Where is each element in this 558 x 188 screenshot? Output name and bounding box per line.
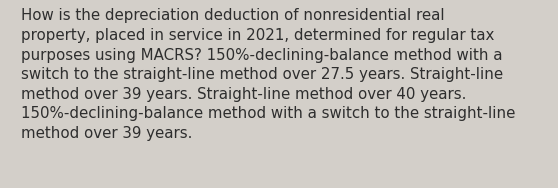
- Text: How is the depreciation deduction of nonresidential real
property, placed in ser: How is the depreciation deduction of non…: [21, 8, 516, 141]
